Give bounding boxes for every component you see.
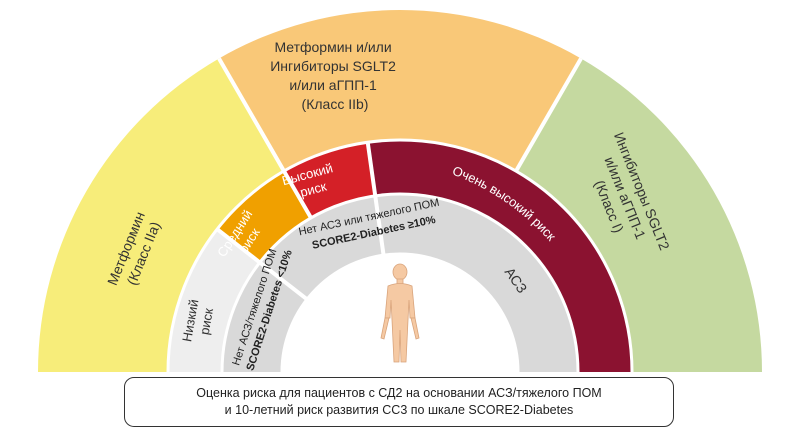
separator-line [217,57,286,173]
segment-moderate-risk [217,171,311,263]
segment-metformin [38,58,284,372]
separator-line [365,141,378,197]
segment-very-high-risk [367,140,633,372]
segment-sglt2 [516,58,762,372]
separator-line [258,260,309,301]
label-combo: Метформин и/или Ингибиторы SGLT2 и/или а… [270,39,400,112]
label-low-risk: Низкий риск [179,295,218,346]
caption-line-2: и 10-летний риск развития СС3 по шкале S… [224,403,574,417]
separators [166,57,634,373]
segment-criteria [222,194,578,372]
segment-combo [219,9,581,172]
separator-line [514,57,583,173]
caption-box: Оценка риска для пациентов с СД2 на осно… [124,377,674,427]
human-figure-icon [380,263,420,363]
caption-line-1: Оценка риска для пациентов с СД2 на осно… [196,386,602,400]
ring-separator [280,252,520,373]
ring-separator [220,192,580,373]
ring-separator [166,138,634,373]
separator-line [282,170,313,219]
segment-low-risk [168,229,260,372]
separator-line [215,227,261,264]
separator-line [373,195,386,256]
